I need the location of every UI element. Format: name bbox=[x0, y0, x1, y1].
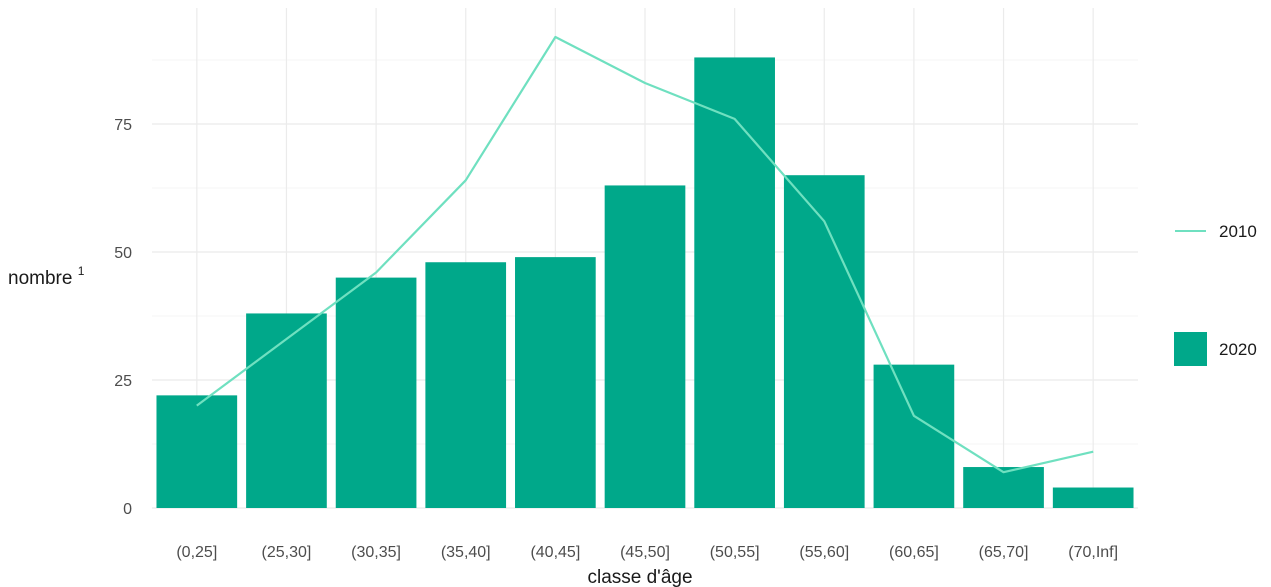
bars-2020 bbox=[156, 57, 1134, 508]
legend: 2010 2020 bbox=[1174, 222, 1257, 366]
bar-9 bbox=[963, 467, 1044, 508]
legend-label-2020: 2020 bbox=[1219, 340, 1257, 359]
y-axis-ticks: 0 25 50 75 bbox=[114, 117, 132, 518]
y-tick-label: 0 bbox=[123, 501, 132, 518]
y-axis-title: nombre bbox=[8, 268, 72, 289]
line-2010 bbox=[196, 35, 1094, 474]
bar-2 bbox=[335, 277, 417, 508]
x-tick-label: (35,40] bbox=[441, 544, 491, 561]
bar-1 bbox=[246, 313, 327, 508]
bar-8 bbox=[873, 364, 955, 508]
x-tick-label: (65,70] bbox=[979, 544, 1029, 561]
x-tick-label: (45,50] bbox=[620, 544, 670, 561]
bar-10 bbox=[1052, 487, 1134, 508]
y-tick-label: 75 bbox=[114, 117, 132, 134]
x-tick-label: (25,30] bbox=[262, 544, 312, 561]
bar-7 bbox=[783, 175, 865, 508]
x-tick-label: (60,65] bbox=[889, 544, 939, 561]
x-tick-label: (50,55] bbox=[710, 544, 760, 561]
legend-label-2010: 2010 bbox=[1219, 222, 1257, 241]
x-tick-label: (0,25] bbox=[176, 544, 217, 561]
x-axis-ticks: (0,25] (25,30] (30,35] (35,40] (40,45] (45,50… bbox=[176, 544, 1118, 561]
bar-3 bbox=[425, 262, 507, 508]
y-tick-label: 25 bbox=[114, 373, 132, 390]
y-tick-label: 50 bbox=[114, 245, 132, 262]
bar-0 bbox=[156, 395, 238, 508]
y-axis-title-group: nombre 1 bbox=[8, 264, 85, 289]
bar-4 bbox=[515, 257, 596, 508]
bar-6 bbox=[694, 57, 775, 508]
x-tick-label: (40,45] bbox=[530, 544, 580, 561]
x-tick-label: (70,Inf] bbox=[1068, 544, 1118, 561]
x-tick-label: (55,60] bbox=[799, 544, 849, 561]
bar-5 bbox=[604, 185, 686, 508]
y-axis-title-superscript: 1 bbox=[78, 264, 85, 278]
x-tick-label: (30,35] bbox=[351, 544, 401, 561]
legend-key-2020 bbox=[1174, 332, 1207, 366]
x-axis-title: classe d'âge bbox=[587, 567, 692, 587]
